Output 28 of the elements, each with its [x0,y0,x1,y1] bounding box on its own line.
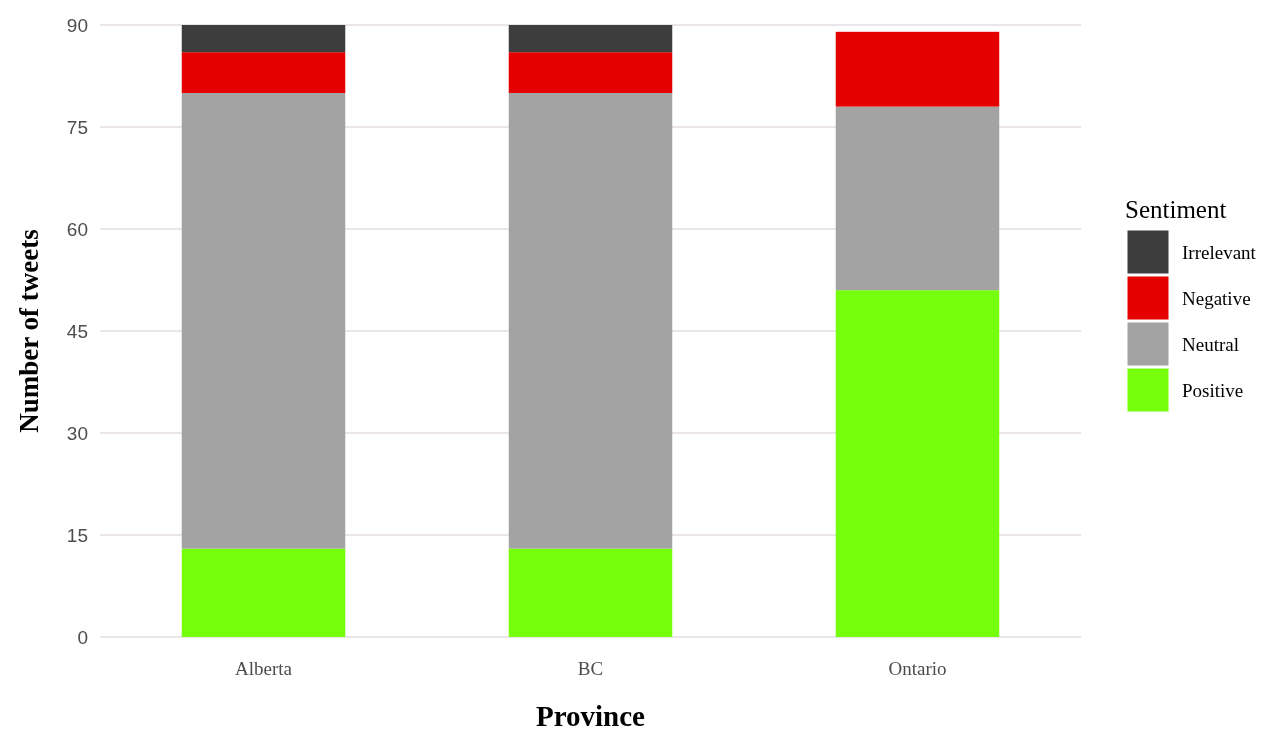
y-axis-title: Number of tweets [14,229,44,433]
y-tick-label: 30 [66,422,88,444]
bar [181,25,346,53]
y-tick-label: 15 [66,524,88,546]
legend-label: Neutral [1182,333,1239,355]
y-tick-label: 60 [66,218,88,240]
bar [508,52,673,93]
legend-label: Irrelevant [1182,241,1257,263]
bar [508,93,673,549]
x-axis-title: Province [536,700,646,732]
x-tick-label: Ontario [888,658,947,679]
y-tick-label: 90 [66,14,88,36]
bar [835,290,1000,637]
bar [508,25,673,53]
x-tick-label: Alberta [235,658,293,679]
bar [181,548,346,637]
bar [181,52,346,93]
legend-title: Sentiment [1125,196,1227,223]
bar [181,93,346,549]
bar [508,548,673,637]
legend-label: Positive [1182,379,1244,401]
bar [835,106,1000,291]
y-tick-label: 0 [77,626,88,648]
bar [835,31,1000,107]
x-tick-label: BC [577,658,604,679]
y-tick-label: 45 [66,320,88,342]
y-tick-label: 75 [66,116,88,138]
legend-label: Negative [1182,287,1251,309]
